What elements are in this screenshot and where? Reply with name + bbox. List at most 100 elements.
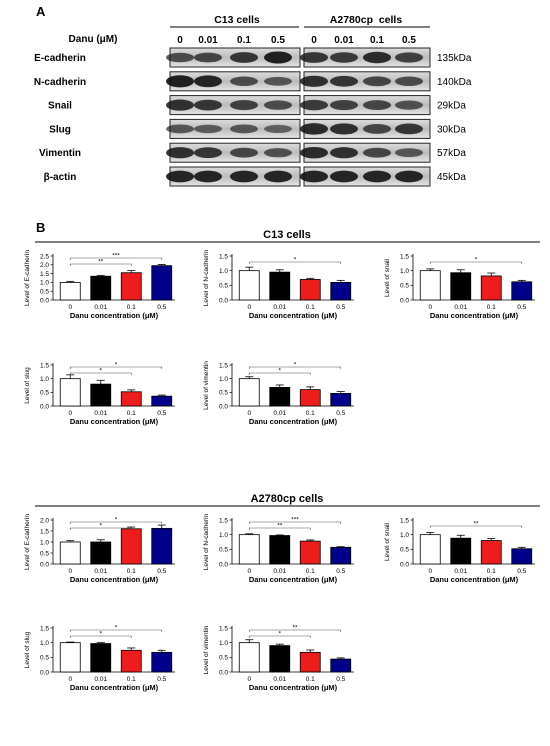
blot-band bbox=[166, 170, 194, 183]
protein-label: Vimentin bbox=[39, 148, 81, 159]
blot-band bbox=[330, 123, 358, 135]
blot-band bbox=[166, 99, 194, 111]
dose-label: Danu (μM) bbox=[69, 34, 118, 45]
bar bbox=[59, 541, 81, 565]
bar bbox=[90, 643, 112, 673]
bar bbox=[330, 393, 352, 407]
x-tick-label: 0.01 bbox=[454, 304, 467, 311]
x-tick-label: 0 bbox=[428, 568, 432, 575]
y-tick-label: 1.5 bbox=[219, 517, 228, 524]
x-tick-label: 0.1 bbox=[127, 676, 136, 683]
bar bbox=[299, 540, 321, 565]
blot-band bbox=[300, 146, 328, 159]
bar bbox=[269, 645, 291, 673]
bar bbox=[480, 275, 502, 301]
significance-bracket bbox=[69, 521, 163, 524]
x-tick-label: 0.5 bbox=[336, 676, 345, 683]
x-axis-label: Danu concentration (μM) bbox=[70, 575, 159, 584]
y-tick-label: 0.5 bbox=[40, 289, 49, 296]
x-tick-label: 0.5 bbox=[157, 568, 166, 575]
bar bbox=[120, 391, 142, 407]
blot-band bbox=[264, 51, 292, 64]
y-tick-label: 0.0 bbox=[40, 297, 49, 304]
y-tick-label: 1.5 bbox=[40, 271, 49, 278]
x-tick-label: 0 bbox=[68, 410, 72, 417]
y-axis-label: Level of E-cadherin bbox=[24, 514, 31, 570]
x-tick-label: 0.01 bbox=[273, 410, 286, 417]
protein-size-label: 140kDa bbox=[437, 77, 472, 88]
blot-band bbox=[264, 124, 292, 134]
blot-band bbox=[300, 170, 328, 183]
x-tick-label: 0 bbox=[428, 304, 432, 311]
bar bbox=[419, 534, 441, 565]
significance-bracket bbox=[248, 629, 342, 632]
significance-label: *** bbox=[112, 253, 120, 260]
blot-band bbox=[194, 75, 222, 88]
y-tick-label: 0.0 bbox=[400, 561, 409, 568]
x-tick-label: 0.5 bbox=[517, 304, 526, 311]
significance-label: ** bbox=[277, 523, 283, 530]
bar bbox=[330, 546, 352, 565]
y-tick-label: 2.0 bbox=[40, 262, 49, 269]
bar bbox=[120, 272, 142, 301]
x-axis-label: Danu concentration (μM) bbox=[249, 311, 338, 320]
bar bbox=[511, 281, 533, 301]
y-tick-label: 1.5 bbox=[219, 362, 228, 369]
group-label-c13: C13 cells bbox=[214, 14, 260, 26]
blot-band bbox=[264, 100, 292, 110]
blot-band bbox=[230, 124, 258, 134]
panel-b-label: B bbox=[36, 220, 45, 235]
bar bbox=[419, 270, 441, 301]
y-tick-label: 0.0 bbox=[400, 297, 409, 304]
bar bbox=[238, 378, 260, 407]
bar bbox=[450, 272, 472, 301]
y-tick-label: 1.0 bbox=[40, 640, 49, 647]
protein-label: N-cadherin bbox=[34, 77, 86, 88]
x-tick-label: 0.1 bbox=[127, 410, 136, 417]
x-axis-label: Danu concentration (μM) bbox=[249, 417, 338, 426]
blot-band bbox=[230, 170, 258, 183]
blot-band bbox=[330, 170, 358, 183]
x-tick-label: 0.1 bbox=[487, 304, 496, 311]
bar bbox=[90, 383, 112, 407]
significance-bracket bbox=[248, 527, 311, 530]
y-axis-label: Level of slug bbox=[24, 367, 31, 404]
bar bbox=[120, 649, 142, 673]
blot-band bbox=[363, 51, 391, 64]
blot-band bbox=[230, 76, 258, 87]
bar bbox=[151, 395, 173, 407]
x-tick-label: 0.5 bbox=[336, 410, 345, 417]
y-tick-label: 1.5 bbox=[400, 517, 409, 524]
x-tick-label: 0.5 bbox=[157, 304, 166, 311]
western-blot-panel: A C13 cells A2780cp cells Danu (μM) 0 0.0… bbox=[34, 4, 472, 187]
bar-chart-6: 0.0 0.5 1.0 1.5 2.0 Level of E-cadherin 0 0.01 0… bbox=[24, 514, 175, 584]
protein-label: Slug bbox=[49, 124, 71, 135]
y-axis-label: Level of snail bbox=[384, 522, 391, 560]
blot-band bbox=[330, 75, 358, 87]
bar bbox=[151, 651, 173, 673]
significance-bracket bbox=[69, 629, 163, 632]
y-tick-label: 0.5 bbox=[40, 550, 49, 557]
y-tick-label: 0.0 bbox=[219, 669, 228, 676]
y-tick-label: 1.5 bbox=[219, 625, 228, 632]
significance-label: ** bbox=[473, 521, 479, 528]
x-tick-label: 0.01 bbox=[273, 568, 286, 575]
bar-chart-10: 0.0 0.5 1.0 1.5 Level of vimentin 0 0.01 0.1 0.5… bbox=[203, 625, 354, 692]
y-axis-label: Level of vimentin bbox=[203, 361, 210, 410]
blot-band bbox=[330, 52, 358, 63]
bar bbox=[238, 270, 260, 301]
dose-label-c13-3: 0.5 bbox=[271, 35, 285, 46]
x-tick-label: 0.1 bbox=[487, 568, 496, 575]
y-tick-label: 1.0 bbox=[219, 376, 228, 383]
protein-size-label: 30kDa bbox=[437, 124, 466, 135]
y-tick-label: 1.0 bbox=[219, 640, 228, 647]
y-axis-label: Level of N-cadherin bbox=[203, 249, 210, 306]
x-tick-label: 0.01 bbox=[94, 304, 107, 311]
protein-size-label: 29kDa bbox=[437, 101, 466, 112]
blot-band bbox=[166, 52, 194, 63]
y-tick-label: 0.5 bbox=[40, 390, 49, 397]
x-axis-label: Danu concentration (μM) bbox=[430, 575, 519, 584]
